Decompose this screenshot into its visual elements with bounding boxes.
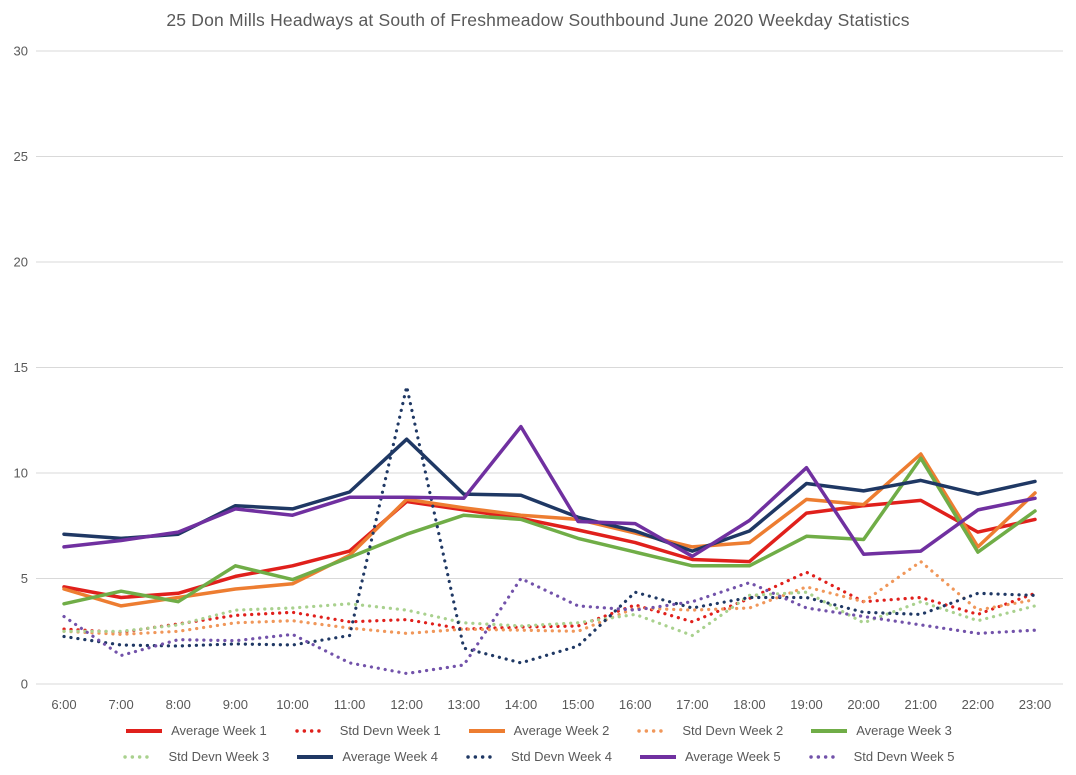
legend-item-label: Std Devn Week 2: [682, 723, 784, 738]
legend-item-label: Average Week 3: [856, 723, 952, 738]
legend-item-label: Std Devn Week 5: [853, 749, 955, 764]
x-axis-label: 22:00: [962, 697, 995, 712]
legend-item-label: Std Devn Week 1: [339, 723, 441, 738]
line-chart: 0 5 10 15 20 25 30 6:00 7:00 8:00 9:00 10:00 11:00 12…: [14, 44, 1063, 712]
y-axis-label: 5: [21, 571, 28, 586]
series-line-average-week-2: [62, 452, 1037, 608]
y-axis-label: 0: [21, 677, 28, 692]
legend-item: Std Devn Week 5: [807, 749, 955, 764]
chart-legend: Average Week 1 Std Devn Week 1 Average Wee…: [0, 723, 1076, 764]
legend-swatch-dotted: [637, 728, 671, 733]
x-axis-label: 9:00: [223, 697, 248, 712]
legend-item-label: Average Week 4: [342, 749, 439, 764]
legend-item-label: Std Devn Week 3: [168, 749, 270, 764]
legend-item: Average Week 4: [295, 749, 438, 764]
x-axis-label: 12:00: [390, 697, 423, 712]
legend-swatch-dotted: [295, 728, 328, 733]
legend-item-label: Std Devn Week 4: [511, 749, 612, 764]
series-line-average-week-4: [62, 437, 1037, 553]
legend-swatch-dotted: [808, 754, 842, 759]
y-axis-label: 10: [14, 466, 28, 481]
legend-item: Std Devn Week 1: [293, 723, 441, 738]
legend-item: Std Devn Week 4: [464, 749, 612, 764]
x-axis-label: 10:00: [276, 697, 309, 712]
series-line-average-week-5: [62, 424, 1037, 559]
y-axis-label: 15: [14, 360, 28, 375]
legend-swatch-dotted: [123, 754, 157, 759]
series-line-average-week-1: [62, 498, 1037, 600]
legend-item: Std Devn Week 3: [121, 749, 269, 764]
legend-item-label: Average Week 2: [513, 723, 610, 738]
legend-swatch-solid: [126, 728, 163, 733]
x-axis-label: 18:00: [733, 697, 766, 712]
x-axis-label: 11:00: [334, 697, 366, 712]
x-axis-label: 16:00: [619, 697, 652, 712]
series-line-std-devn-week-4: [62, 384, 1037, 665]
series-line-std-devn-week-1: [62, 570, 1037, 634]
legend-item: Std Devn Week 2: [635, 723, 783, 738]
legend-swatch-solid: [639, 754, 676, 759]
legend-swatch-solid: [297, 754, 334, 759]
legend-item-label: Average Week 5: [684, 749, 781, 764]
legend-swatch-solid: [468, 728, 505, 733]
chart-title: 25 Don Mills Headways at South of Freshm…: [166, 10, 910, 30]
series-line-average-week-3: [62, 456, 1037, 606]
x-axis-label: 13:00: [448, 697, 481, 712]
legend-item: Average Week 5: [638, 749, 781, 764]
series-line-std-devn-week-2: [62, 559, 1037, 637]
x-axis-label: 6:00: [51, 697, 76, 712]
x-axis-label: 7:00: [108, 697, 133, 712]
legend-item: Average Week 2: [467, 723, 610, 738]
legend-row: Std Devn Week 3 Average Week 4 Std Devn We…: [121, 749, 955, 764]
x-axis-label: 20:00: [847, 697, 880, 712]
legend-swatch-dotted: [466, 754, 499, 759]
legend-item-label: Average Week 1: [171, 723, 267, 738]
x-axis-label: 21:00: [904, 697, 937, 712]
legend-swatch-solid: [811, 728, 848, 733]
y-axis-label: 20: [14, 255, 28, 270]
legend-item: Average Week 1: [124, 723, 267, 738]
legend-item: Average Week 3: [809, 723, 952, 738]
x-axis-label: 19:00: [790, 697, 823, 712]
legend-row: Average Week 1 Std Devn Week 1 Average Wee…: [124, 723, 952, 738]
series-line-std-devn-week-5: [62, 576, 1037, 676]
x-axis-label: 15:00: [562, 697, 595, 712]
y-axis-label: 30: [14, 44, 28, 59]
x-axis-label: 8:00: [166, 697, 191, 712]
x-axis-label: 23:00: [1019, 697, 1052, 712]
x-axis-label: 17:00: [676, 697, 709, 712]
y-axis-label: 25: [14, 149, 28, 164]
x-axis-label: 14:00: [505, 697, 538, 712]
series-line-std-devn-week-3: [62, 590, 1037, 638]
